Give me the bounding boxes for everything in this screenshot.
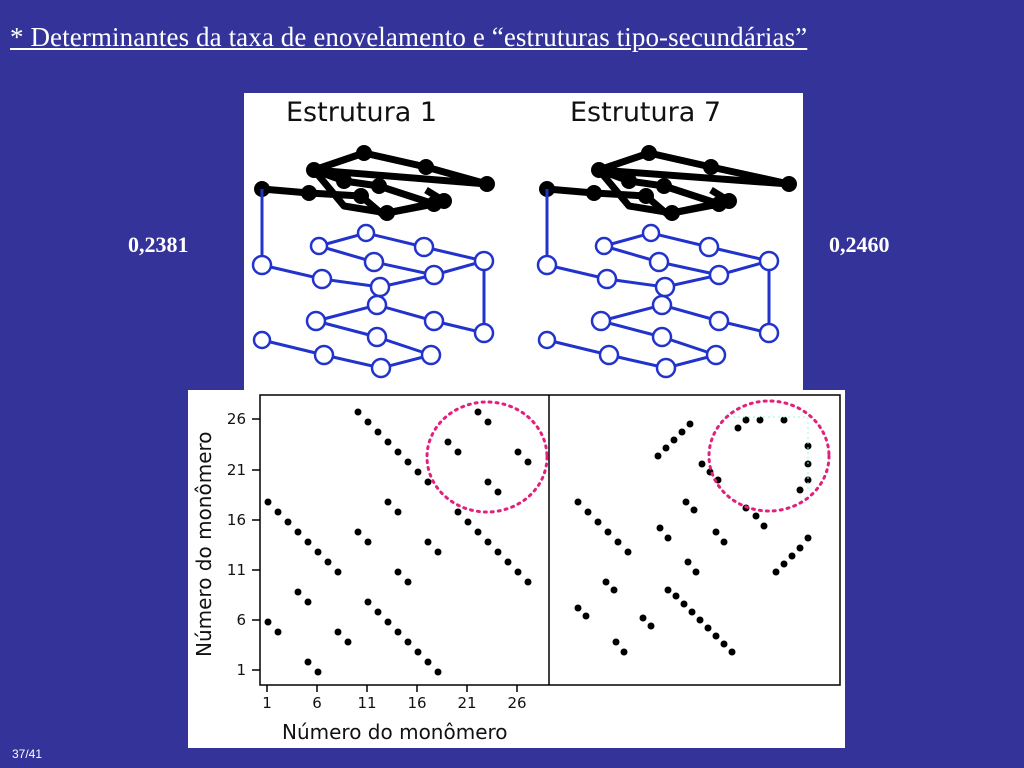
x-tick-label: 1 xyxy=(262,694,272,712)
y-tick-label: 26 xyxy=(227,410,246,428)
structures-drawing xyxy=(251,145,797,379)
structure-1-label: Estrutura 1 xyxy=(286,97,438,128)
y-axis-title: Número do monômero xyxy=(192,431,216,657)
x-tick-label: 16 xyxy=(407,694,426,712)
y-tick-label: 1 xyxy=(236,661,246,679)
x-axis-title: Número do monômero xyxy=(282,720,508,744)
slide-title: * Determinantes da taxa de enovelamento … xyxy=(10,22,808,52)
y-tick-label: 21 xyxy=(227,461,246,479)
y-tick-label: 6 xyxy=(236,611,246,629)
contact-map-panel: 26 21 16 11 6 1 1 6 11 16 21 26 Número d… xyxy=(188,390,845,748)
contact-map-drawing: 26 21 16 11 6 1 1 6 11 16 21 26 Número d… xyxy=(192,394,841,744)
page-number: 37/41 xyxy=(12,747,43,761)
x-tick-label: 6 xyxy=(312,694,322,712)
y-tick-label: 11 xyxy=(227,561,246,579)
x-tick-label: 21 xyxy=(457,694,476,712)
structure-7-label: Estrutura 7 xyxy=(570,97,722,128)
structure-1-drawing xyxy=(251,145,495,379)
contact-map-1-dots xyxy=(264,408,532,676)
structure-7-drawing xyxy=(536,145,797,379)
contact-map-2-dots xyxy=(574,416,812,656)
x-tick-label: 11 xyxy=(357,694,376,712)
highlight-circle-left xyxy=(425,400,549,514)
structure-1-value: 0,2381 xyxy=(128,232,189,257)
y-tick-label: 16 xyxy=(227,511,246,529)
x-tick-label: 26 xyxy=(507,694,526,712)
structures-panel: Estrutura 1 Estrutura 7 xyxy=(244,93,803,390)
structure-7-value: 0,2460 xyxy=(829,232,890,257)
highlight-circle-right xyxy=(707,399,831,513)
